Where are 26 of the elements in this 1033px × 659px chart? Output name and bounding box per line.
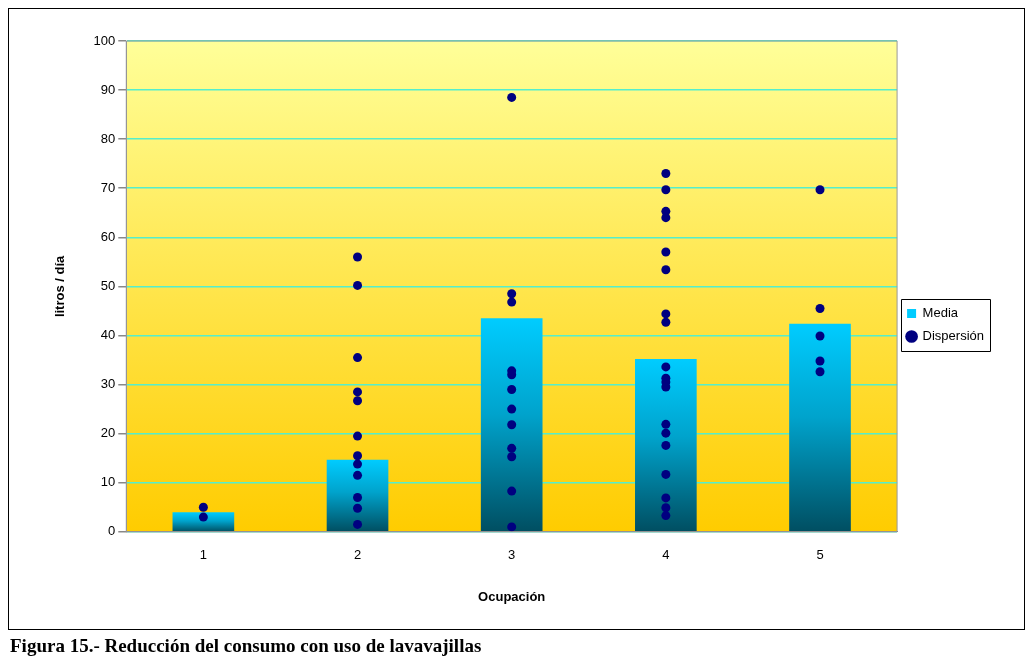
y-tick-label: 90 (100, 81, 116, 97)
y-tick-label: 0 (108, 523, 116, 539)
x-tick-label: 3 (508, 547, 516, 563)
x-axis-title: Ocupación (478, 588, 546, 604)
y-tick-label: 80 (100, 130, 116, 146)
y-tick-label: 30 (100, 376, 116, 392)
text: Figura 15.- Reducción del consumo con uso de lavavajillas (9, 635, 483, 656)
bar (326, 459, 389, 532)
y-tick-label: 50 (100, 277, 116, 293)
y-axis-title: litros / día (52, 254, 68, 318)
legend-label: Media (922, 305, 959, 321)
legend-label: Dispersión (922, 328, 985, 344)
bar (172, 512, 235, 532)
y-tick-label: 60 (100, 228, 116, 244)
x-tick-label: 5 (816, 547, 824, 563)
y-tick-label: 10 (100, 474, 116, 490)
x-tick-label: 1 (199, 547, 207, 563)
y-tick-label: 40 (100, 327, 116, 343)
y-tick-label: 70 (100, 179, 116, 195)
x-tick-label: 4 (662, 547, 670, 563)
bar (789, 323, 851, 532)
x-tick-label: 2 (353, 547, 362, 563)
bar (635, 359, 697, 532)
y-tick-label: 20 (100, 425, 116, 441)
bar (480, 318, 543, 532)
y-tick-label: 100 (93, 32, 116, 48)
